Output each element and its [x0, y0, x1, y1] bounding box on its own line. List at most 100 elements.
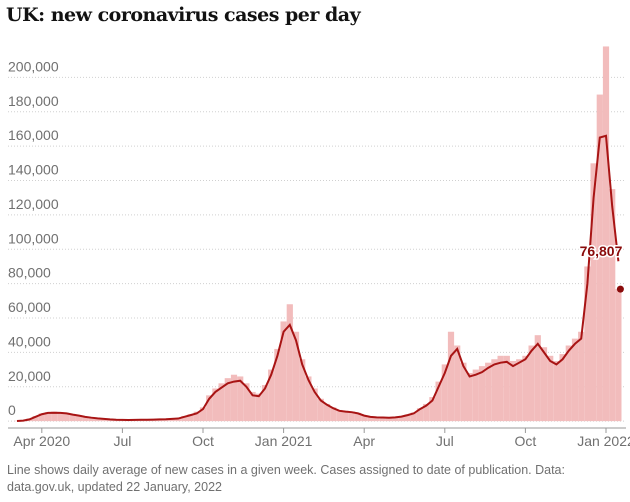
bar — [485, 362, 492, 422]
bar — [38, 413, 45, 422]
bar — [423, 403, 430, 422]
bar — [100, 418, 107, 422]
bar — [199, 407, 207, 422]
y-tick-label: 40,000 — [8, 333, 51, 349]
y-tick-label: 200,000 — [8, 58, 59, 74]
y-tick-label: 0 — [8, 402, 16, 418]
chart: 0 20,000 40,000 60,000 80,000 100,000 120,000 1… — [8, 46, 630, 449]
bar — [224, 378, 231, 422]
bar — [416, 408, 424, 422]
bar — [44, 412, 52, 422]
bar — [571, 338, 579, 422]
y-tick-label: 160,000 — [8, 127, 59, 143]
y-tick-label: 20,000 — [8, 368, 51, 384]
bar — [540, 347, 548, 422]
bar — [181, 415, 188, 422]
x-tick-label: Oct — [515, 433, 537, 449]
bar — [373, 417, 380, 422]
bar — [230, 374, 238, 422]
bar — [268, 369, 275, 422]
bar — [466, 373, 473, 422]
bar — [57, 412, 64, 422]
bar — [317, 398, 324, 422]
bar — [491, 359, 498, 422]
bar — [336, 409, 343, 422]
y-tick-label: 60,000 — [8, 299, 51, 315]
bar — [435, 381, 442, 422]
bar — [261, 385, 269, 422]
bar — [398, 416, 405, 422]
bar — [299, 359, 306, 422]
y-tick-label: 80,000 — [8, 265, 51, 281]
bar — [69, 414, 76, 422]
bar — [522, 355, 529, 422]
bar — [348, 411, 355, 422]
bar — [447, 331, 455, 422]
x-tick-label: Apr 2020 — [13, 433, 70, 449]
x-tick-label: Jul — [113, 433, 131, 449]
x-tick-label: Jan 2022 — [577, 433, 630, 449]
x-tick-label: Jan 2021 — [255, 433, 313, 449]
bar — [82, 416, 89, 422]
bar — [286, 304, 293, 422]
bar — [330, 407, 337, 422]
bar — [584, 266, 591, 422]
bar — [274, 348, 281, 422]
bar — [88, 417, 95, 422]
bar — [460, 362, 467, 422]
bar — [516, 359, 523, 422]
x-tick-label: Apr — [353, 433, 375, 449]
bar — [472, 369, 479, 422]
y-tick-label: 180,000 — [8, 93, 59, 109]
bar — [497, 355, 504, 422]
bar — [212, 388, 219, 422]
bar — [441, 364, 448, 422]
bar — [63, 412, 70, 422]
bar — [367, 416, 374, 422]
bar — [379, 417, 386, 422]
y-tick-label: 120,000 — [8, 196, 59, 212]
bar — [429, 397, 436, 422]
bar — [342, 410, 349, 422]
bar — [509, 360, 517, 422]
bar — [243, 383, 250, 422]
bar — [305, 376, 312, 422]
bar — [609, 189, 616, 422]
bar — [187, 414, 194, 422]
x-tick-label: Oct — [192, 433, 214, 449]
bar — [590, 163, 597, 422]
annotation-dot — [616, 285, 624, 293]
average-line — [16, 134, 620, 422]
bar — [528, 345, 535, 422]
footnote: Line shows daily average of new cases in… — [7, 463, 565, 494]
bar — [534, 335, 541, 422]
bar — [565, 345, 572, 422]
bar — [311, 388, 318, 422]
bar — [404, 414, 411, 422]
bar — [280, 321, 287, 422]
bar — [596, 94, 603, 422]
bar — [51, 411, 58, 422]
bar — [323, 403, 331, 422]
bar — [454, 345, 461, 422]
bar — [392, 417, 399, 422]
bar — [410, 412, 417, 422]
bar — [175, 418, 182, 422]
y-tick-label: 140,000 — [8, 162, 59, 178]
bar — [361, 415, 368, 422]
annotation-label: 76,807 — [580, 243, 623, 259]
bar — [559, 354, 566, 422]
bar — [578, 331, 585, 422]
bar — [193, 411, 200, 422]
bar — [602, 46, 610, 422]
bar — [292, 331, 300, 422]
x-tick-label: Jul — [436, 433, 454, 449]
bar — [547, 355, 554, 422]
bar — [255, 393, 262, 422]
bar — [354, 412, 362, 422]
bar — [94, 418, 101, 422]
bar — [615, 289, 622, 422]
bar — [218, 383, 225, 422]
chart-title: UK: new coronavirus cases per day — [6, 4, 361, 26]
